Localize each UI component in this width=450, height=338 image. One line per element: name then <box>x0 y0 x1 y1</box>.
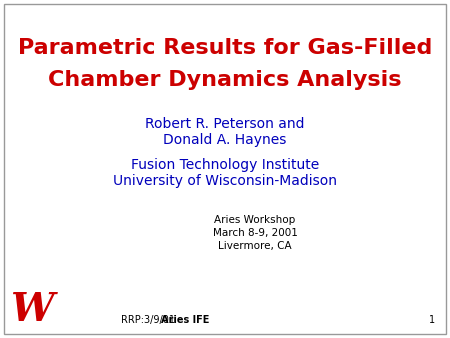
Text: Parametric Results for Gas-Filled: Parametric Results for Gas-Filled <box>18 38 432 58</box>
Text: Fusion Technology Institute: Fusion Technology Institute <box>131 158 319 172</box>
Text: Aries IFE: Aries IFE <box>161 315 209 325</box>
Text: Chamber Dynamics Analysis: Chamber Dynamics Analysis <box>48 70 402 90</box>
Text: Donald A. Haynes: Donald A. Haynes <box>163 133 287 147</box>
Text: March 8-9, 2001: March 8-9, 2001 <box>212 228 297 238</box>
Text: Robert R. Peterson and: Robert R. Peterson and <box>145 117 305 131</box>
Text: University of Wisconsin-Madison: University of Wisconsin-Madison <box>113 174 337 188</box>
Text: Aries Workshop: Aries Workshop <box>214 215 296 225</box>
Text: 1: 1 <box>429 315 435 325</box>
Text: W: W <box>10 291 54 329</box>
Text: Livermore, CA: Livermore, CA <box>218 241 292 251</box>
Text: RRP:3/9/01: RRP:3/9/01 <box>121 315 175 325</box>
